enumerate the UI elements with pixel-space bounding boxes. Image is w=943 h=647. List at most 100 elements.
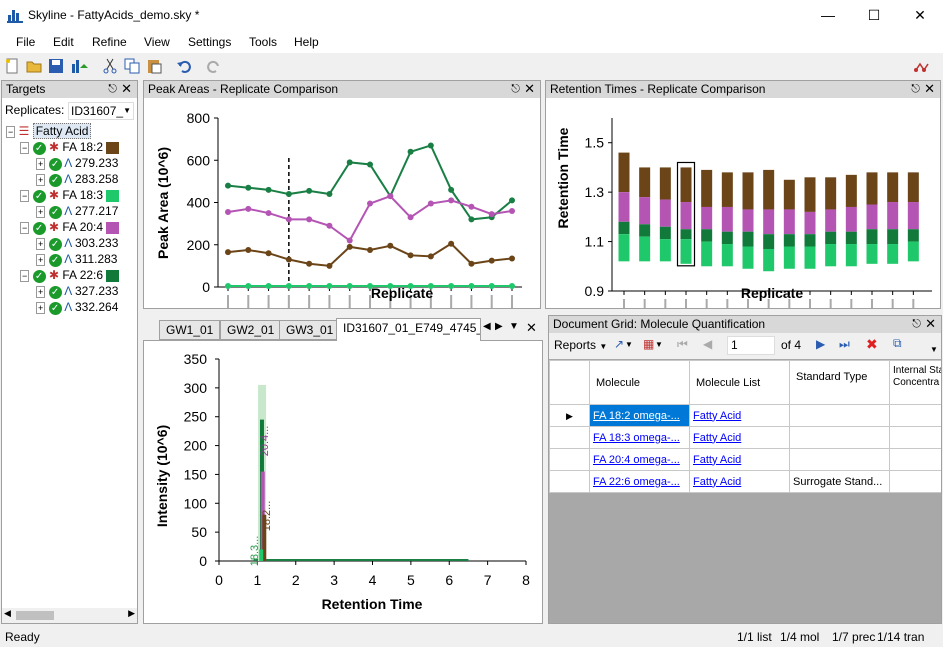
tree-precursor[interactable]: + ✓ Λ 327.233 xyxy=(36,283,118,299)
publish-icon[interactable] xyxy=(70,58,88,76)
columns-dropdown-icon[interactable]: ▼ xyxy=(655,340,663,349)
pivot-dropdown-icon[interactable]: ▼ xyxy=(625,340,633,349)
menu-settings[interactable]: Settings xyxy=(188,35,232,49)
concentration-cell[interactable] xyxy=(889,404,941,427)
menu-file[interactable]: File xyxy=(16,35,36,49)
menu-view[interactable]: View xyxy=(144,35,170,49)
molecule-list-link[interactable]: Fatty Acid xyxy=(693,409,742,422)
cut-icon[interactable] xyxy=(102,58,120,76)
pin-icon[interactable]: ⎋ xyxy=(911,83,920,95)
concentration-cell[interactable] xyxy=(889,448,941,471)
standard-type-cell[interactable] xyxy=(789,404,890,427)
menu-edit[interactable]: Edit xyxy=(53,35,74,49)
col-molecule-list[interactable]: Molecule List xyxy=(689,360,790,405)
prev-page-icon[interactable]: ◀ xyxy=(703,337,713,351)
expand-icon[interactable]: + xyxy=(36,254,46,266)
collapse-icon[interactable]: − xyxy=(20,270,30,282)
collapse-icon[interactable]: − xyxy=(20,190,30,202)
expand-icon[interactable]: + xyxy=(36,286,46,298)
replicates-select[interactable]: ID31607_ ▼ xyxy=(68,102,134,120)
tab-gw3[interactable]: GW3_01 xyxy=(279,320,341,340)
molecule-link[interactable]: FA 22:6 omega-... xyxy=(593,475,680,488)
tab-gw1[interactable]: GW1_01 xyxy=(159,320,221,340)
tree-precursor[interactable]: + ✓ Λ 303.233 xyxy=(36,235,118,251)
expand-icon[interactable]: + xyxy=(36,206,46,218)
molecule-link[interactable]: FA 18:3 omega-... xyxy=(593,431,680,444)
tree-precursor[interactable]: + ✓ Λ 279.233 xyxy=(36,155,118,171)
close-icon[interactable]: ✕ xyxy=(524,81,535,96)
peak-areas-chart[interactable]: 0 200 400 600 800 Replicate Peak Area (10^6) xyxy=(144,98,540,308)
collapse-icon[interactable]: − xyxy=(6,126,16,138)
expand-icon[interactable]: + xyxy=(36,302,46,314)
pin-icon[interactable]: ⎋ xyxy=(511,83,520,95)
col-molecule[interactable]: Molecule xyxy=(589,360,690,405)
paste-icon[interactable] xyxy=(146,58,164,76)
open-icon[interactable] xyxy=(26,58,44,76)
reports-dropdown[interactable]: Reports ▼ xyxy=(554,338,607,352)
tree-precursor[interactable]: + ✓ Λ 332.264 xyxy=(36,299,118,315)
col-standard-type[interactable]: Standard Type xyxy=(789,360,890,405)
row-selector[interactable] xyxy=(549,426,590,449)
expand-icon[interactable]: + xyxy=(36,174,46,186)
pin-icon[interactable]: ⎋ xyxy=(108,83,117,95)
collapse-icon[interactable]: − xyxy=(20,142,30,154)
undo-icon[interactable] xyxy=(176,58,194,76)
tree-precursor[interactable]: + ✓ Λ 283.258 xyxy=(36,171,118,187)
copy-icon[interactable]: ⧉ xyxy=(893,336,902,350)
tree-scrollbar[interactable]: ◀ ▶ xyxy=(2,608,137,623)
standard-type-cell[interactable] xyxy=(789,426,890,449)
table-row[interactable]: ▶ FA 18:2 omega-... Fatty Acid xyxy=(549,404,941,427)
standard-type-cell[interactable]: Surrogate Stand... xyxy=(789,470,890,493)
columns-icon[interactable]: ▦ xyxy=(643,337,655,351)
page-input[interactable]: 1 xyxy=(727,336,775,355)
copy-icon[interactable] xyxy=(124,58,142,76)
tree-molecule[interactable]: − ✓ ✱ FA 18:3 xyxy=(20,187,120,203)
menu-help[interactable]: Help xyxy=(294,35,319,49)
col-internal-standard[interactable]: Internal Standard Concentra xyxy=(889,360,941,405)
tree-precursor[interactable]: + ✓ Λ 311.283 xyxy=(36,251,117,267)
pivot-icon[interactable]: ↗ xyxy=(614,337,625,351)
tab-scroll-right-icon[interactable]: ▶ xyxy=(495,321,503,332)
close-icon[interactable]: ✕ xyxy=(121,81,132,96)
delete-icon[interactable]: ✖ xyxy=(866,336,878,352)
tree-molecule[interactable]: − ✓ ✱ FA 20:4 xyxy=(20,219,120,235)
molecule-list-link[interactable]: Fatty Acid xyxy=(693,431,742,444)
maximize-button[interactable]: ☐ xyxy=(867,7,881,23)
close-icon[interactable]: ✕ xyxy=(925,316,936,331)
tree-root[interactable]: − ☰ Fatty Acid xyxy=(6,123,92,139)
close-icon[interactable]: ✕ xyxy=(924,81,935,96)
tab-id31607[interactable]: ID31607_01_E749_4745_ xyxy=(336,318,481,341)
new-icon[interactable] xyxy=(4,58,22,76)
molecule-link[interactable]: FA 18:2 omega-... xyxy=(593,409,680,422)
standard-type-cell[interactable] xyxy=(789,448,890,471)
molecule-link[interactable]: FA 20:4 omega-... xyxy=(593,453,680,466)
scroll-left-icon[interactable]: ◀ xyxy=(4,608,11,618)
molecule-mode-icon[interactable] xyxy=(913,58,931,76)
tab-list-icon[interactable]: ▼ xyxy=(509,321,519,332)
menu-refine[interactable]: Refine xyxy=(92,35,127,49)
row-selector[interactable] xyxy=(549,470,590,493)
row-selector[interactable] xyxy=(549,448,590,471)
first-page-icon[interactable]: ⏮ xyxy=(677,337,688,351)
molecule-list-link[interactable]: Fatty Acid xyxy=(693,475,742,488)
save-icon[interactable] xyxy=(48,58,66,76)
expand-icon[interactable]: + xyxy=(36,158,46,170)
menu-tools[interactable]: Tools xyxy=(249,35,278,49)
overflow-icon[interactable]: ▼ xyxy=(930,345,938,354)
expand-icon[interactable]: + xyxy=(36,238,46,250)
concentration-cell[interactable] xyxy=(889,470,941,493)
tab-scroll-left-icon[interactable]: ◀ xyxy=(483,321,491,332)
next-page-icon[interactable]: ▶ xyxy=(816,337,826,351)
tree-molecule[interactable]: − ✓ ✱ FA 18:2 xyxy=(20,139,120,155)
tab-gw2[interactable]: GW2_01 xyxy=(220,320,282,340)
pin-icon[interactable]: ⎋ xyxy=(912,318,921,330)
scroll-right-icon[interactable]: ▶ xyxy=(128,608,135,618)
close-icon[interactable]: ✕ xyxy=(526,320,537,335)
close-button[interactable]: ✕ xyxy=(914,7,926,23)
concentration-cell[interactable] xyxy=(889,426,941,449)
row-selector[interactable]: ▶ xyxy=(549,404,590,427)
table-row[interactable]: FA 20:4 omega-... Fatty Acid xyxy=(549,448,941,471)
molecule-list-link[interactable]: Fatty Acid xyxy=(693,453,742,466)
collapse-icon[interactable]: − xyxy=(20,222,30,234)
tree-precursor[interactable]: + ✓ Λ 277.217 xyxy=(36,203,118,219)
